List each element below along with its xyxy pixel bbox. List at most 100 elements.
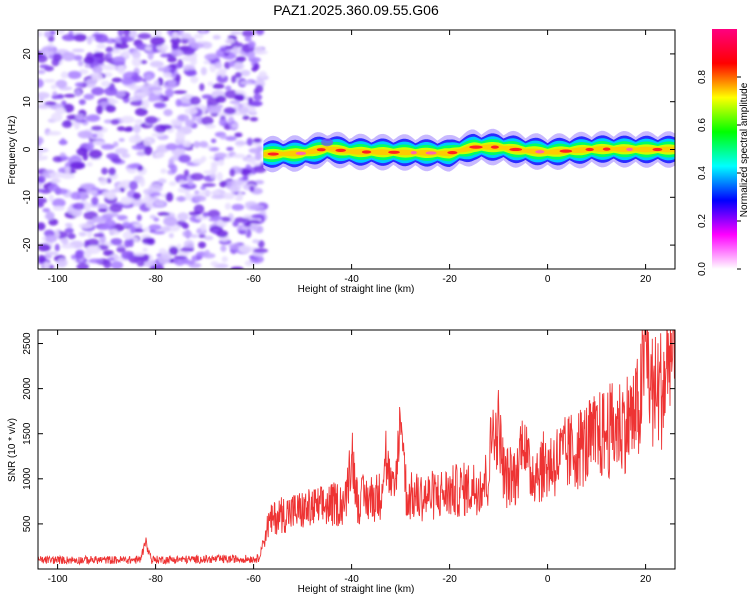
noise-blob	[107, 97, 115, 103]
snr-frame	[37, 329, 676, 570]
noise-blob	[86, 35, 93, 45]
noise-blob	[253, 46, 265, 55]
noise-blob	[219, 134, 228, 140]
noise-blob	[202, 212, 210, 218]
noise-blob	[230, 266, 244, 269]
noise-blob	[251, 162, 261, 166]
noise-blob	[212, 83, 225, 89]
noise-blob	[214, 61, 223, 70]
noise-blob	[128, 180, 138, 191]
spectrogram-x-ticks: -100 -80 -60 -40 -20 0 20	[48, 30, 652, 285]
signal-hotspot	[626, 147, 633, 151]
noise-blob	[105, 46, 114, 53]
noise-blob	[210, 138, 217, 144]
noise-blob	[117, 64, 126, 75]
noise-blob	[218, 118, 228, 127]
noise-blob	[56, 257, 68, 268]
signal-hotspot	[335, 148, 346, 152]
noise-blob	[116, 126, 126, 132]
noise-blob	[96, 43, 106, 49]
noise-blob	[157, 212, 170, 216]
noise-blob	[89, 189, 98, 196]
y-tick-label: 10	[22, 96, 33, 108]
noise-blob	[48, 183, 60, 192]
noise-blob	[60, 138, 66, 146]
noise-blob	[121, 153, 131, 159]
noise-blob	[76, 262, 90, 269]
noise-blob	[56, 30, 65, 35]
noise-blob	[240, 69, 251, 77]
snr-y-axis-label: SNR (10 * v/v)	[7, 418, 18, 482]
noise-blob	[203, 60, 211, 65]
noise-blob	[244, 221, 252, 228]
noise-blob	[76, 147, 88, 157]
noise-blob	[193, 141, 201, 149]
noise-blob	[212, 215, 224, 220]
noise-blob	[131, 144, 147, 150]
noise-blob	[141, 99, 150, 109]
noise-blob	[42, 207, 51, 213]
noise-blob	[150, 36, 165, 46]
noise-blob	[200, 185, 207, 191]
noise-blob	[244, 35, 252, 42]
noise-blob	[38, 69, 46, 75]
signal-hotspot	[410, 151, 417, 155]
noise-blob	[121, 50, 131, 58]
noise-blob	[103, 260, 112, 269]
noise-blob	[106, 191, 117, 200]
noise-blob	[60, 156, 70, 161]
noise-blob	[136, 214, 142, 221]
noise-blob	[149, 60, 164, 68]
noise-blob	[194, 190, 200, 195]
noise-blob	[158, 248, 167, 254]
noise-blob	[198, 234, 206, 239]
noise-blob	[112, 141, 119, 148]
noise-blob	[220, 245, 227, 252]
noise-blob	[63, 103, 75, 113]
noise-blob	[115, 43, 129, 50]
noise-blob	[203, 170, 217, 175]
noise-blob	[131, 57, 142, 67]
noise-blob	[200, 66, 207, 76]
noise-blob	[153, 102, 166, 109]
y-tick-label: 500	[22, 515, 33, 532]
noise-blob	[183, 239, 195, 250]
colorbar-tick-label: 0.4	[697, 166, 708, 180]
noise-blob	[209, 63, 217, 73]
noise-blob	[212, 34, 221, 40]
noise-blob	[165, 192, 174, 202]
noise-blob	[43, 78, 56, 83]
noise-blob	[133, 192, 141, 200]
noise-blob	[106, 152, 120, 160]
noise-blob	[246, 220, 261, 224]
noise-blob	[193, 204, 205, 214]
noise-blob	[204, 249, 210, 256]
spectrogram-x-axis-label: Height of straight line (km)	[298, 284, 415, 295]
x-tick-label: -40	[344, 574, 359, 585]
noise-blob	[246, 157, 256, 164]
noise-blob	[134, 92, 145, 97]
noise-blob	[94, 33, 109, 44]
noise-blob	[242, 173, 249, 181]
noise-blob	[201, 116, 214, 126]
noise-blob	[257, 240, 265, 248]
noise-blob	[168, 232, 174, 239]
y-tick-label: -10	[22, 190, 33, 205]
y-tick-label: 20	[22, 48, 33, 60]
noise-blob	[38, 31, 43, 37]
x-tick-label: -40	[344, 274, 359, 285]
noise-blob	[180, 37, 190, 44]
noise-blob	[102, 64, 117, 71]
noise-blob	[225, 135, 237, 142]
noise-blob	[170, 50, 184, 57]
noise-blob	[50, 178, 61, 184]
noise-blob	[52, 198, 66, 208]
noise-blob	[101, 167, 108, 175]
noise-blob	[104, 219, 116, 228]
noise-blob	[229, 168, 236, 177]
noise-blob	[149, 264, 164, 269]
noise-blob	[110, 188, 122, 193]
noise-blob	[83, 56, 95, 65]
